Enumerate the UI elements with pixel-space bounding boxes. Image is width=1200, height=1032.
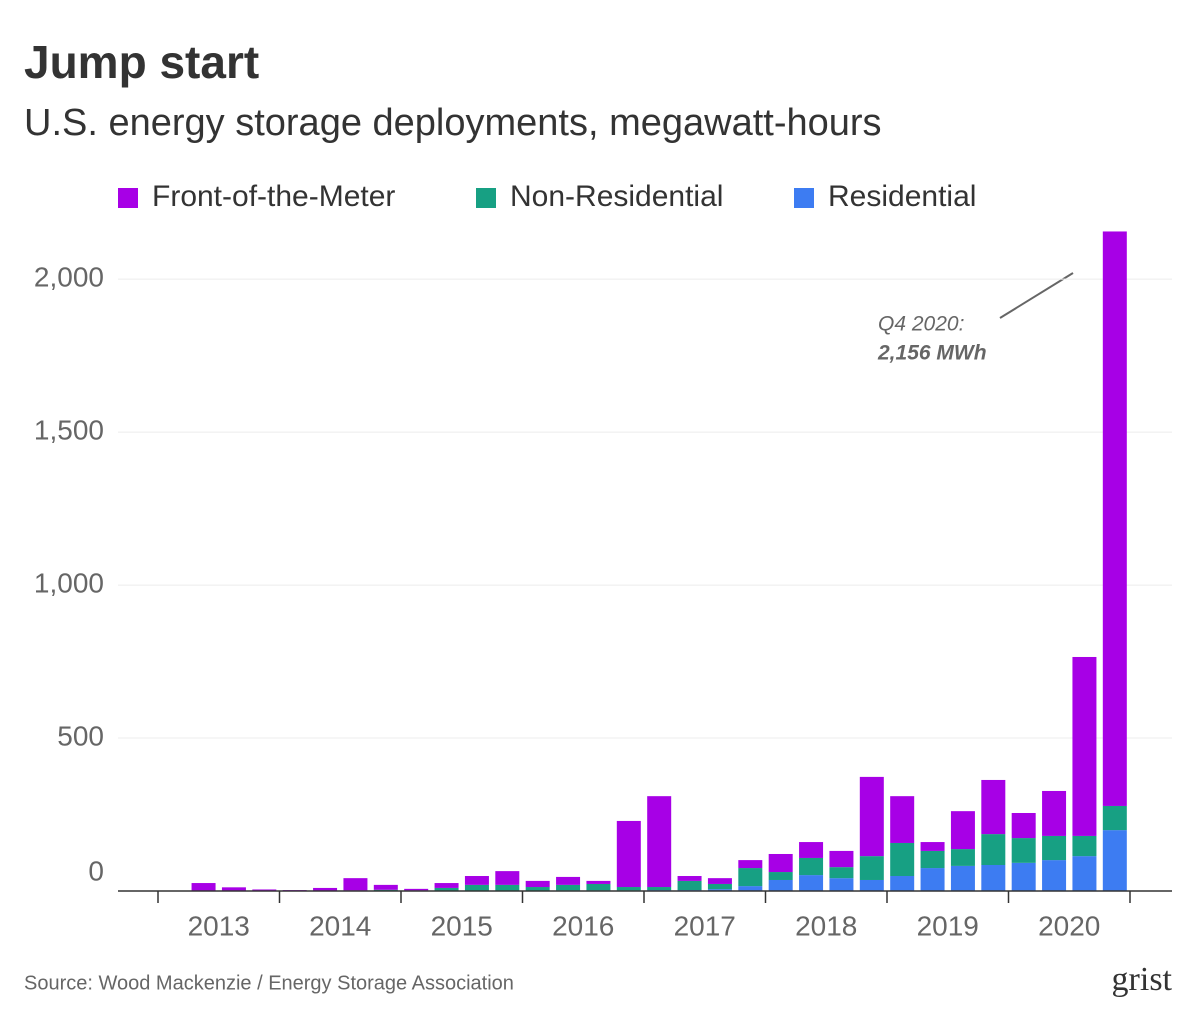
bar-segment (495, 885, 519, 891)
bar-segment (769, 854, 793, 872)
bar-segment (435, 883, 459, 888)
bar-segment (829, 867, 853, 878)
bar-segment (586, 881, 610, 884)
bar-segment (1103, 806, 1127, 830)
bar-segment (951, 811, 975, 849)
logo: grist (1112, 961, 1173, 998)
x-tick-label: 2015 (431, 910, 493, 941)
x-tick-label: 2016 (552, 910, 614, 941)
bar-segment (981, 865, 1005, 891)
bar-segment (890, 876, 914, 891)
bar-segment (708, 884, 732, 889)
x-tick-label: 2020 (1038, 910, 1100, 941)
bar-segment (1012, 813, 1036, 838)
legend-label: Front-of-the-Meter (152, 180, 395, 213)
bar-segment (1012, 838, 1036, 863)
bar-segment (921, 842, 945, 851)
bar-segment (951, 849, 975, 866)
bar-segment (495, 871, 519, 885)
bar-segment (860, 880, 884, 891)
bar-segment (799, 875, 823, 891)
y-tick-label: 2,000 (34, 262, 104, 293)
bar-segment (769, 880, 793, 891)
bar-segment (1103, 231, 1127, 805)
bar-segment (526, 881, 550, 887)
chart-title: Jump start (24, 36, 259, 88)
y-tick-label: 1,500 (34, 415, 104, 446)
bar-segment (678, 876, 702, 881)
bar-segment (343, 878, 367, 890)
y-tick-label: 0 (88, 855, 104, 886)
bar-segment (1042, 860, 1066, 891)
bar-segment (951, 866, 975, 891)
bar-segment (799, 858, 823, 875)
bar-segment (799, 842, 823, 858)
bar-segment (678, 881, 702, 890)
bar-segment (1012, 863, 1036, 891)
y-tick-label: 500 (57, 720, 104, 751)
bar-segment (738, 868, 762, 886)
bar-segment (829, 878, 853, 891)
bar-segment (921, 851, 945, 868)
bar-segment (617, 887, 641, 890)
bar-segment (465, 885, 489, 891)
bar-segment (374, 885, 398, 890)
bar-segment (404, 889, 428, 891)
bar-segment (1042, 836, 1066, 860)
bar-segment (1072, 836, 1096, 856)
bar-segment (1072, 657, 1096, 836)
bar-segment (921, 868, 945, 891)
bar-segment (1103, 830, 1127, 891)
annotation-line (1000, 273, 1073, 318)
bar-segment (192, 883, 216, 891)
bar-segment (1072, 856, 1096, 891)
bar-segment (526, 887, 550, 891)
x-tick-label: 2017 (674, 910, 736, 941)
bar-segment (1042, 791, 1066, 836)
source: Source: Wood Mackenzie / Energy Storage … (24, 972, 514, 994)
x-tick-label: 2014 (309, 910, 371, 941)
legend-swatch (476, 188, 496, 208)
x-tick-label: 2013 (188, 910, 250, 941)
legend-swatch (118, 188, 138, 208)
bar-segment (708, 878, 732, 884)
bar-segment (465, 876, 489, 885)
bar-segment (890, 843, 914, 876)
bar-segment (647, 887, 671, 890)
bar-segment (981, 780, 1005, 834)
x-tick-label: 2019 (917, 910, 979, 941)
x-tick-label: 2018 (795, 910, 857, 941)
annotation-text: 2,156 MWh (877, 342, 987, 365)
bar-segment (556, 877, 580, 885)
bar-segment (860, 777, 884, 856)
bar-segment (647, 796, 671, 887)
legend-label: Non-Residential (510, 180, 723, 213)
bar-segment (617, 821, 641, 887)
chart-subtitle: U.S. energy storage deployments, megawat… (24, 102, 882, 144)
bar-segment (556, 885, 580, 891)
bar-segment (829, 851, 853, 867)
bar-segment (860, 856, 884, 880)
bar-segment (738, 860, 762, 868)
bar-segment (981, 834, 1005, 865)
annotation-text: Q4 2020: (878, 313, 964, 336)
bar-segment (769, 872, 793, 880)
y-tick-label: 1,000 (34, 567, 104, 598)
legend-swatch (794, 188, 814, 208)
bar-segment (890, 796, 914, 843)
legend-label: Residential (828, 180, 976, 213)
bar-segment (586, 884, 610, 890)
